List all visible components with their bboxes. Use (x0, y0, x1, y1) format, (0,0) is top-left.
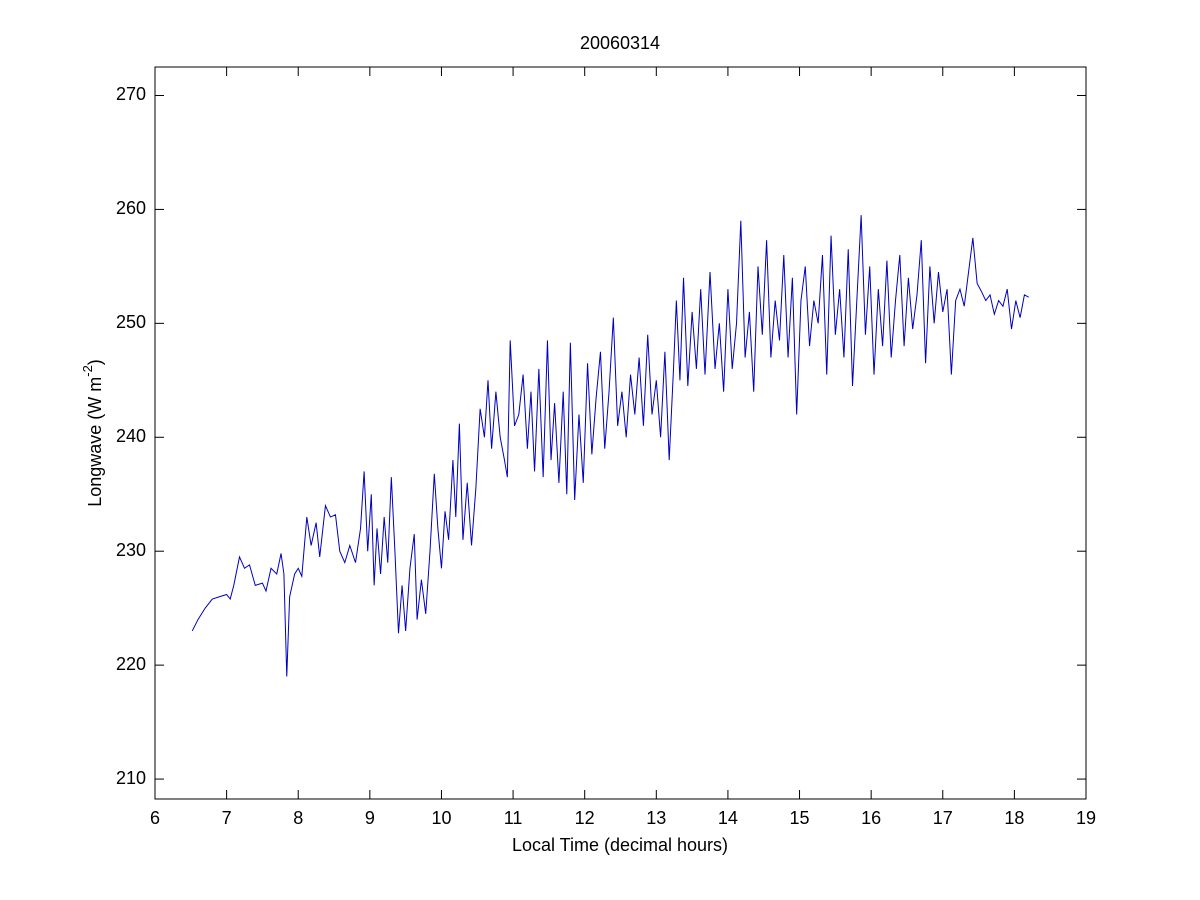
x-tick-label: 6 (150, 808, 160, 828)
y-tick-label: 220 (116, 654, 146, 674)
x-tick-label: 16 (861, 808, 881, 828)
x-tick-label: 14 (718, 808, 738, 828)
y-axis-label: Longwave (W m-2) (80, 359, 104, 507)
y-tick-label: 230 (116, 540, 146, 560)
data-line (191, 215, 1029, 677)
y-tick-label: 260 (116, 198, 146, 218)
x-tick-label: 10 (431, 808, 451, 828)
y-axis-label-sup: -2 (80, 365, 95, 377)
x-tick-label: 8 (293, 808, 303, 828)
y-tick-label: 240 (116, 426, 146, 446)
x-axis-label: Local Time (decimal hours) (512, 835, 728, 855)
y-axis-label-text: Longwave (W m (85, 377, 105, 507)
x-tick-label: 7 (222, 808, 232, 828)
chart-title: 20060314 (580, 33, 660, 53)
y-axis-label-end: ) (85, 359, 105, 365)
plot-frame (154, 66, 1087, 800)
y-tick-label: 210 (116, 768, 146, 788)
x-tick-label: 9 (365, 808, 375, 828)
x-tick-label: 19 (1076, 808, 1096, 828)
x-tick-label: 13 (646, 808, 666, 828)
y-tick-label: 270 (116, 84, 146, 104)
x-tick-label: 11 (504, 808, 523, 828)
x-tick-label: 17 (933, 808, 953, 828)
x-tick-label: 12 (575, 808, 595, 828)
x-tick-label: 15 (790, 808, 810, 828)
y-tick-label: 250 (116, 312, 146, 332)
x-tick-label: 18 (1004, 808, 1024, 828)
